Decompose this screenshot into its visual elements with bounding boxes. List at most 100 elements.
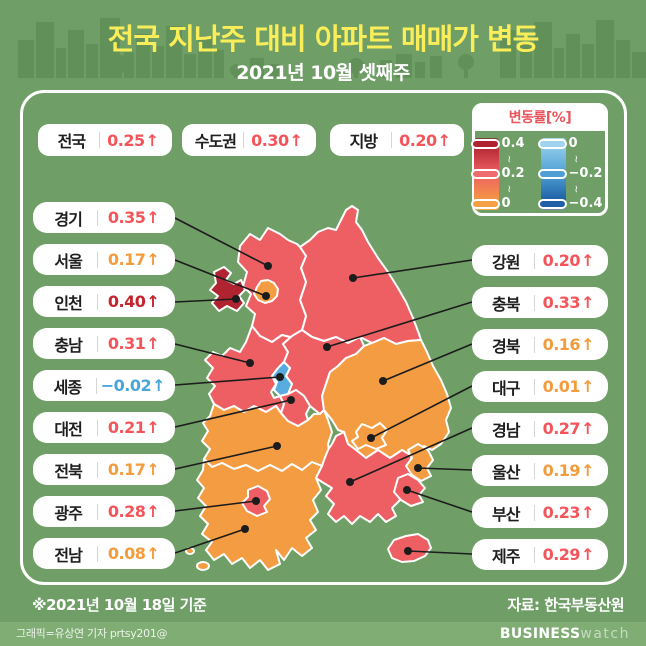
up-arrow-icon: ↑ [581,419,594,438]
region-label: 인천 [54,293,82,313]
legend-tilde: ~ [569,154,581,164]
divider [97,545,99,562]
region-label: 전남 [54,545,82,565]
divider [390,132,392,148]
region-value: 0.31↑ [107,334,160,353]
region-value: 0.33↑ [542,293,595,312]
legend-negative-scale: 0 ~ −0.2 ~ −0.4 [537,136,607,210]
region-box-chungbuk: 충북 0.33↑ [472,287,608,318]
region-label: 충남 [54,335,82,355]
legend-marker [470,169,500,179]
region-label: 서울 [54,251,82,271]
summary-value: 0.20↑ [399,130,451,150]
legend-marker [470,199,500,209]
summary-box-provinces: 지방 0.20↑ [330,124,464,156]
legend-tick: 0.4 [501,136,525,151]
summary-box-capital-area: 수도권 0.30↑ [182,124,316,156]
businesswatch-logo: BUSINESSwatch [499,626,630,642]
up-arrow-icon: ↑ [146,334,160,353]
divider [97,335,99,352]
up-arrow-icon: ↑ [145,130,159,150]
region-box-jeonnam: 전남 0.08↑ [33,538,175,569]
up-arrow-icon: ↑ [146,544,160,563]
region-value: 0.17↑ [107,460,160,479]
divider [533,546,535,563]
region-value: 0.23↑ [542,503,595,522]
region-label: 경남 [492,420,520,440]
region-label: 울산 [492,462,520,482]
region-box-gangwon: 강원 0.20↑ [472,245,608,276]
region-value: 0.17↑ [107,250,160,269]
region-value: 0.01↑ [542,377,595,396]
legend-tick: 0 [568,136,578,151]
region-value: 0.16↑ [542,335,595,354]
up-arrow-icon: ↑ [581,293,594,312]
divider [97,251,99,268]
divider [97,461,99,478]
region-box-gyeongnam: 경남 0.27↑ [472,413,608,444]
region-box-jeonbuk: 전북 0.17↑ [33,454,175,485]
divider [533,336,535,353]
region-box-gwangju: 광주 0.28↑ [33,496,175,527]
region-value: 0.27↑ [542,419,595,438]
legend-tick: 0 [501,196,511,211]
divider [242,132,244,148]
summary-value: 0.30↑ [251,130,303,150]
summary-label: 수도권 [194,132,237,151]
up-arrow-icon: ↑ [437,130,451,150]
divider [97,419,99,436]
summary-value: 0.25↑ [107,130,159,150]
page-title: 전국 지난주 대비 아파트 매매가 변동 [107,22,540,56]
region-value: 0.21↑ [107,418,160,437]
region-label: 제주 [492,546,520,566]
region-value: 0.35↑ [107,208,160,227]
region-value: 0.29↑ [542,545,595,564]
up-arrow-icon: ↑ [146,418,160,437]
region-box-daejeon: 대전 0.21↑ [33,412,175,443]
summary-label: 지방 [349,132,378,151]
legend-tick: 0.2 [501,166,525,181]
legend: 변동률[%] 0.4 ~ 0.2 ~ 0 [470,103,608,216]
divider [533,252,535,269]
legend-marker [537,139,567,149]
region-box-chungnam: 충남 0.31↑ [33,328,175,359]
divider [97,209,99,226]
up-arrow-icon: ↑ [146,208,160,227]
legend-marker [537,169,567,179]
content-panel-border [20,90,627,585]
up-arrow-icon: ↑ [581,335,594,354]
region-label: 대구 [492,378,520,398]
region-value: 0.08↑ [107,544,160,563]
up-arrow-icon: ↑ [146,250,160,269]
region-box-ulsan: 울산 0.19↑ [472,455,608,486]
up-arrow-icon: ↑ [581,377,594,396]
up-arrow-icon: ↑ [581,461,594,480]
region-label: 경북 [492,336,520,356]
up-arrow-icon: ↑ [581,545,594,564]
divider [98,132,100,148]
legend-tilde: ~ [569,184,581,194]
legend-negative-gradient-bar [537,138,567,210]
region-box-busan: 부산 0.23↑ [472,497,608,528]
up-arrow-icon: ↑ [146,460,160,479]
up-arrow-icon: ↑ [146,292,160,311]
up-arrow-icon: ↑ [581,251,594,270]
footer-bar: 그래픽=유상연 기자 prtsy201@ BUSINESSwatch [0,622,646,646]
region-box-gyeongbuk: 경북 0.16↑ [472,329,608,360]
region-value: 0.19↑ [542,461,595,480]
legend-marker [470,139,500,149]
legend-title: 변동률[%] [475,106,605,131]
region-label: 충북 [492,294,520,314]
data-source: 자료: 한국부동산원 [507,596,624,614]
region-value: 0.40↑ [107,292,160,311]
region-box-daegu: 대구 0.01↑ [472,371,608,402]
up-arrow-icon: ↑ [152,376,165,395]
region-box-seoul: 서울 0.17↑ [33,244,175,275]
legend-tick: −0.2 [568,166,603,181]
divider [97,503,99,520]
legend-tilde: ~ [502,154,514,164]
divider [533,294,535,311]
region-label: 경기 [54,209,82,229]
legend-positive-scale: 0.4 ~ 0.2 ~ 0 [470,136,535,211]
